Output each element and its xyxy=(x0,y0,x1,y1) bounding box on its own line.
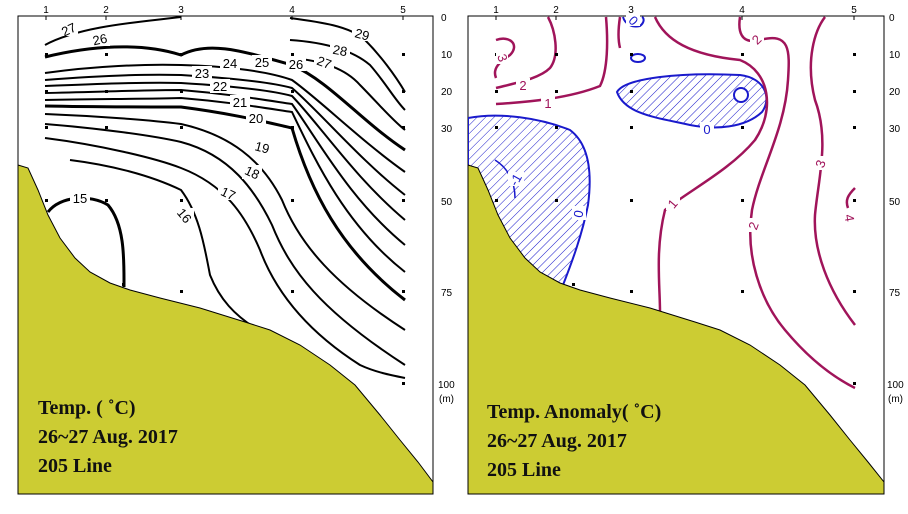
left-station-label-3: 3 xyxy=(178,5,184,16)
isotherm-22 xyxy=(44,88,406,246)
right-depth-label-75: 75 xyxy=(889,288,901,299)
isotherm-26 xyxy=(44,45,406,152)
depth-label-100: 100 xyxy=(438,380,455,391)
left-station-label-5: 5 xyxy=(400,5,406,16)
anomaly-label-0-mid: 0 xyxy=(703,122,710,137)
isotherm-24 xyxy=(44,73,406,196)
contour-label-15: 15 xyxy=(73,191,87,206)
right-panel-anomaly: 1 2 3 4 5 0 10 20 30 50 75 100 (m) 3 2 1… xyxy=(467,5,904,495)
anomaly-label-3-left: 3 xyxy=(494,52,511,64)
anomaly-4-right xyxy=(845,187,856,209)
anomaly-negative-region-mid xyxy=(615,73,768,129)
right-station-label-4: 4 xyxy=(739,5,745,16)
contour-label-28: 28 xyxy=(332,42,349,59)
depth-label-10: 10 xyxy=(441,50,453,61)
left-title-variable: Temp. ( ˚C) xyxy=(38,397,136,419)
anomaly-3-left xyxy=(493,37,516,79)
anomaly-2-left xyxy=(495,16,557,90)
anomaly-1-upper xyxy=(495,16,609,106)
anomaly-label-3-main: 3 xyxy=(812,158,829,170)
contour-label-18: 18 xyxy=(242,163,261,183)
depth-label-20: 20 xyxy=(441,87,453,98)
right-depth-label-20: 20 xyxy=(889,87,901,98)
right-depth-label-30: 30 xyxy=(889,124,901,135)
depth-label-0: 0 xyxy=(441,13,447,24)
right-title-line: 205 Line xyxy=(487,459,561,481)
isotherm-19 xyxy=(44,113,406,331)
isotherm-15 xyxy=(46,196,126,288)
right-depth-label-10: 10 xyxy=(889,50,901,61)
anomaly-label-1-upper: 1 xyxy=(544,96,551,111)
depth-label-75: 75 xyxy=(441,288,453,299)
left-panel-temperature: 1 2 3 4 5 0 10 20 30 50 75 100 (m) 27 26… xyxy=(17,5,455,495)
anomaly-0-contour xyxy=(617,16,622,49)
depth-label-50: 50 xyxy=(441,197,453,208)
contour-label-21: 21 xyxy=(233,95,247,110)
left-seafloor-land xyxy=(17,164,434,495)
left-station-label-4: 4 xyxy=(289,5,295,16)
contour-label-25: 25 xyxy=(255,55,269,70)
contour-label-27a: 27 xyxy=(59,20,78,40)
right-station-label-1: 1 xyxy=(493,5,499,16)
right-title-date: 26~27 Aug. 2017 xyxy=(487,430,627,452)
left-title-date: 26~27 Aug. 2017 xyxy=(38,426,178,448)
anomaly-negative-eye xyxy=(733,87,749,103)
anomaly-negative-ring xyxy=(630,53,646,63)
right-title-variable: Temp. Anomaly( ˚C) xyxy=(487,401,661,423)
contour-label-17: 17 xyxy=(218,184,237,204)
isotherm-17 xyxy=(44,137,406,379)
contour-label-27b: 27 xyxy=(315,53,334,72)
contour-label-26b: 26 xyxy=(289,57,303,72)
contour-label-23: 23 xyxy=(195,66,209,81)
depth-label-30: 30 xyxy=(441,124,453,135)
right-contour-labels: 3 2 1 0 2 0 -1 0 1 2 3 4 xyxy=(494,13,858,232)
left-station-dots xyxy=(45,53,405,385)
contour-label-22: 22 xyxy=(213,79,227,94)
isotherm-25 xyxy=(44,63,406,173)
contour-label-26a: 26 xyxy=(91,31,108,49)
right-seafloor-land xyxy=(467,164,885,495)
anomaly-label-2-left: 2 xyxy=(519,78,526,93)
right-depth-label-50: 50 xyxy=(889,197,901,208)
isotherm-21 xyxy=(44,96,406,273)
contour-label-20: 20 xyxy=(249,111,263,126)
isotherm-18 xyxy=(44,123,406,366)
isotherm-28 xyxy=(289,39,406,111)
left-contour-labels: 27 26 29 28 24 25 26 27 23 22 21 20 19 xyxy=(59,20,372,226)
depth-unit-label: (m) xyxy=(439,394,454,405)
isotherm-27 xyxy=(289,57,406,131)
right-station-label-3: 3 xyxy=(628,5,634,16)
left-station-label-2: 2 xyxy=(103,5,109,16)
contour-label-19: 19 xyxy=(253,138,271,156)
left-title-line: 205 Line xyxy=(38,455,112,477)
anomaly-label-2-main: 2 xyxy=(745,220,762,232)
right-depth-label-100: 100 xyxy=(887,380,904,391)
right-depth-unit-label: (m) xyxy=(888,394,903,405)
anomaly-label-4: 4 xyxy=(841,213,857,223)
right-station-label-5: 5 xyxy=(851,5,857,16)
contour-label-29: 29 xyxy=(353,25,371,43)
isotherm-23 xyxy=(44,81,406,221)
anomaly-1-main xyxy=(653,16,769,313)
isotherm-16 xyxy=(69,159,256,329)
right-station-label-2: 2 xyxy=(553,5,559,16)
right-depth-label-0: 0 xyxy=(889,13,895,24)
anomaly-label-0-deep: 0 xyxy=(570,209,586,219)
left-station-label-1: 1 xyxy=(43,5,49,16)
contour-label-24: 24 xyxy=(223,56,237,71)
isotherm-27-left xyxy=(44,16,182,46)
